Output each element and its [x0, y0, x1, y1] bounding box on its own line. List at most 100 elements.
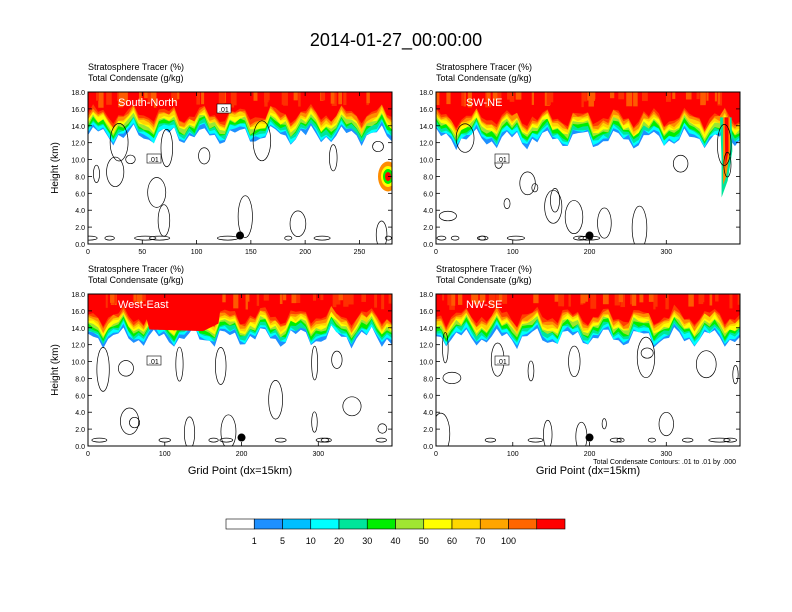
y-tick-label: 18.0: [419, 90, 433, 97]
tracer-streak: [507, 92, 513, 100]
contour-label: .01: [497, 359, 507, 366]
tracer-streak: [253, 92, 258, 101]
condensate-contour: [503, 198, 511, 209]
tracer-streak: [293, 92, 298, 101]
condensate-contour: [129, 416, 140, 429]
tracer-streak: [672, 92, 676, 99]
tracer-streak: [366, 92, 370, 104]
y-tick-label: 12.0: [71, 141, 85, 148]
condensate-contour: [148, 235, 171, 241]
condensate-contour: [564, 200, 584, 235]
tracer-streak: [291, 294, 297, 304]
y-tick-label: 8.0: [423, 376, 433, 383]
condensate-contour: [198, 147, 211, 165]
condensate-contour: [476, 235, 489, 241]
page-title: 2014-01-27_00:00:00: [309, 30, 483, 50]
tracer-streak: [446, 92, 451, 105]
tracer-streak: [96, 92, 99, 101]
subtitle-line1: Stratosphere Tracer (%): [436, 264, 532, 274]
condensate-contour: [106, 156, 125, 188]
tracer-streak: [463, 92, 466, 107]
condensate-contour: [134, 235, 157, 241]
condensate-contour: [219, 437, 234, 443]
contour-footnote: Total Condensate Contours: .01 to .01 by…: [593, 459, 736, 466]
x-tick-label: 200: [299, 249, 311, 256]
contour-label: .01: [149, 359, 159, 366]
contour-label-box: [146, 153, 162, 164]
condensate-contour: [658, 411, 674, 437]
tracer-streak: [639, 294, 644, 303]
condensate-contour: [455, 123, 475, 153]
tracer-streak: [218, 92, 225, 104]
condensate-contour: [208, 437, 219, 443]
tracer-streak: [509, 92, 515, 102]
y-tick-label: 16.0: [71, 107, 85, 114]
condensate-contour: [442, 371, 462, 384]
condensate-contour: [723, 151, 732, 178]
plot-area: .01 .01 .01: [88, 54, 392, 244]
colorbar-segment: [366, 518, 396, 530]
condensate-contour: [120, 407, 140, 435]
tracer-streak: [696, 92, 700, 100]
condensate-contour: [375, 437, 387, 443]
contour-label-box: [287, 54, 301, 63]
condensate-contour: [329, 144, 338, 172]
contour-label: .01: [149, 157, 159, 164]
y-tick-label: 4.0: [423, 410, 433, 417]
subtitle-line2: Total Condensate (g/kg): [88, 275, 184, 285]
colorbar-label: 100: [501, 536, 516, 546]
y-tick-label: 10.0: [71, 158, 85, 165]
x-tick-label: 0: [434, 451, 438, 458]
tracer-streak: [618, 294, 624, 303]
x-tick-label: 300: [660, 249, 672, 256]
condensate-contour: [450, 235, 460, 241]
tracer-streak: [298, 92, 301, 107]
y-axis-label: Height (km): [50, 142, 61, 194]
tracer-streak: [123, 92, 127, 102]
subtitle-line2: Total Condensate (g/kg): [436, 73, 532, 83]
condensate-contour: [311, 411, 318, 433]
subtitle-line1: Stratosphere Tracer (%): [88, 62, 184, 72]
colorbar-label: 40: [390, 536, 400, 546]
tracer-streak: [374, 294, 378, 308]
condensate-contour: [609, 437, 622, 443]
tracer-streak: [533, 294, 539, 304]
tracer-streak: [171, 92, 178, 103]
condensate-contour: [311, 345, 319, 381]
condensate-contour: [597, 207, 612, 239]
contour-label-box: [146, 355, 162, 366]
condensate-contour: [384, 235, 392, 241]
condensate-contour: [631, 205, 648, 244]
colorbar-label: 10: [306, 536, 316, 546]
tracer-streak: [201, 92, 205, 105]
y-tick-label: 14.0: [71, 326, 85, 333]
y-tick-label: 16.0: [419, 107, 433, 114]
colorbar-label: 1: [252, 536, 257, 546]
condensate-contour: [568, 345, 581, 378]
tracer-band: [88, 92, 392, 124]
panel-label: NW-SE: [466, 299, 502, 311]
tracer-streak: [442, 294, 445, 301]
y-tick-label: 2.0: [423, 427, 433, 434]
colorbar-label: 70: [475, 536, 485, 546]
condensate-contour: [93, 164, 100, 183]
tracer-streak: [447, 294, 451, 306]
y-tick-label: 4.0: [75, 208, 85, 215]
condensate-contour: [289, 210, 307, 237]
colorbar-segment: [253, 518, 283, 530]
y-tick-label: 18.0: [71, 90, 85, 97]
contour-label: .01: [497, 157, 507, 164]
tracer-streak: [714, 92, 717, 102]
tracer-streak: [665, 92, 671, 102]
condensate-contour: [723, 437, 737, 443]
condensate-contour: [442, 332, 449, 364]
tracer-streak: [320, 294, 324, 301]
condensate-contour: [237, 195, 253, 238]
tracer-streak: [98, 92, 104, 108]
x-tick-label: 100: [191, 249, 203, 256]
colorbar-label: 30: [362, 536, 372, 546]
tracer-band: [436, 294, 740, 328]
tracer-streak: [312, 294, 316, 301]
y-tick-label: 4.0: [75, 410, 85, 417]
colorbar-segment: [536, 518, 566, 530]
